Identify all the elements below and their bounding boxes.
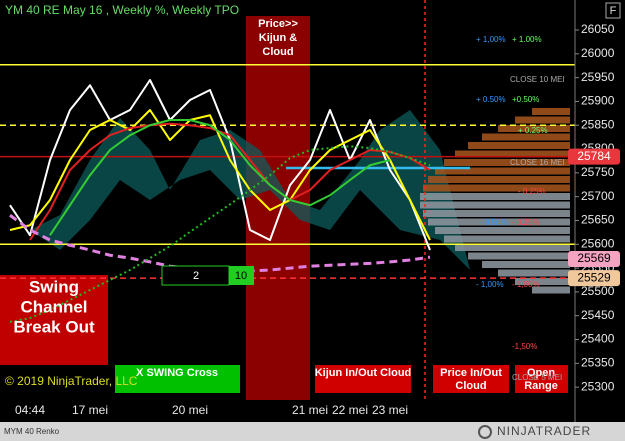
profile-bar — [498, 269, 570, 277]
profile-bar — [532, 108, 570, 115]
y-tick-label: 25600 — [581, 236, 615, 250]
logo: NINJATRADER — [497, 424, 591, 438]
volume-profile — [420, 108, 570, 294]
instrument: MYM 40 Renko — [4, 427, 60, 436]
series-line — [29, 122, 431, 241]
y-tick-label: 25650 — [581, 213, 615, 227]
y-tick-label: 25700 — [581, 189, 615, 203]
x-tick-label: 04:44 — [15, 403, 45, 417]
x-tick-label: 22 mei — [332, 403, 368, 417]
y-tick-label: 25900 — [581, 94, 615, 108]
button-label: Open — [527, 367, 555, 379]
profile-bar — [423, 210, 570, 217]
pct-label: - 0.25% — [512, 218, 540, 227]
swing-label: Break Out — [13, 317, 95, 336]
series-line — [49, 119, 391, 236]
y-tick-label: 25400 — [581, 332, 615, 346]
profile-bar — [482, 261, 570, 268]
x-tick-label: 21 mei — [292, 403, 328, 417]
float-button[interactable] — [605, 2, 621, 19]
kijun-button[interactable] — [315, 365, 411, 393]
count-label: 10 — [235, 270, 247, 282]
band-label: Cloud — [262, 46, 293, 58]
chart-title: YM 40 RE May 16 , Weekly %, Weekly TPO — [5, 3, 239, 17]
profile-bar — [515, 116, 570, 124]
x-axis — [0, 400, 575, 422]
profile-bar — [498, 125, 570, 132]
status-bar — [0, 422, 625, 441]
open-range-button[interactable] — [515, 365, 568, 393]
price-cloud-button[interactable] — [433, 365, 509, 393]
y-tick-label: 25500 — [581, 284, 615, 298]
y-tick-label: 25350 — [581, 356, 615, 370]
profile-bar — [468, 142, 570, 149]
price-marker-label: 25569 — [577, 251, 611, 265]
button-label: Range — [524, 380, 558, 392]
x-tick-label: 20 mei — [172, 403, 208, 417]
price-marker — [568, 148, 620, 165]
y-tick-label: 26050 — [581, 22, 615, 36]
band-label: Price>> — [258, 18, 298, 30]
price-marker — [568, 270, 620, 287]
button-label: Price In/Out — [440, 367, 502, 379]
copyright: © 2019 NinjaTrader, LLC — [5, 374, 138, 388]
count-box — [229, 266, 254, 285]
pct-label: - 0.50% — [480, 218, 508, 227]
pct-label: - 1,00% — [512, 280, 540, 289]
profile-bar — [482, 133, 570, 141]
y-tick-label: 25850 — [581, 117, 615, 131]
profile-bar — [428, 218, 570, 226]
x-tick-label: 23 mei — [372, 403, 408, 417]
pct-label: +0.50% — [512, 95, 539, 104]
x-tick-label: 17 mei — [72, 403, 108, 417]
price-marker-label: 25784 — [577, 149, 611, 163]
x-swing-button[interactable] — [115, 365, 240, 393]
pct-label: + 0.50% — [476, 95, 506, 104]
price-marker-label: 25529 — [577, 270, 611, 284]
close-label: CLOSE 10 MEI — [510, 75, 565, 84]
series-line — [9, 145, 431, 323]
button-label: Kijun In/Out Cloud — [315, 367, 412, 379]
series-line — [9, 79, 431, 251]
float-label: F — [610, 5, 617, 17]
y-tick-label: 25450 — [581, 308, 615, 322]
band-label: Kijun & — [259, 32, 298, 44]
y-tick-label: 25300 — [581, 379, 615, 393]
pct-label: + 1,00% — [476, 35, 506, 44]
pct-label: + 1.00% — [512, 35, 542, 44]
profile-bar — [435, 167, 570, 175]
y-tick-label: 25750 — [581, 165, 615, 179]
pct-label: - 1,00% — [476, 280, 504, 289]
profile-bar — [455, 150, 570, 158]
swing-label: Channel — [20, 297, 87, 316]
profile-bar — [444, 235, 570, 243]
profile-bar — [455, 244, 570, 251]
profile-bar — [435, 227, 570, 234]
profile-bar — [444, 159, 570, 166]
pct-label: -1,50% — [512, 342, 537, 351]
profile-bar — [532, 286, 570, 294]
button-label: X SWING Cross — [136, 367, 218, 379]
profile-bar — [423, 184, 570, 192]
price-marker — [568, 251, 620, 268]
series-line — [9, 109, 431, 241]
count-label: 2 — [193, 270, 199, 282]
pct-label: + 0.25% — [518, 126, 548, 135]
profile-bar — [420, 193, 570, 200]
plot — [0, 64, 575, 323]
pct-label: - 0.25% — [518, 187, 546, 196]
profile-bar — [468, 252, 570, 260]
profile-bar — [420, 201, 570, 209]
close-label: CLOSE 16 MEI — [510, 158, 565, 167]
button-label: Cloud — [455, 380, 486, 392]
profile-bar — [515, 278, 570, 285]
y-tick-label: 26000 — [581, 46, 615, 60]
series-line — [9, 214, 431, 273]
y-tick-label: 25950 — [581, 70, 615, 84]
logo-icon — [478, 425, 492, 439]
swing-label: Swing — [29, 277, 79, 296]
close-label: CLOSE 5 MEI — [512, 373, 562, 382]
profile-bar — [428, 176, 570, 183]
